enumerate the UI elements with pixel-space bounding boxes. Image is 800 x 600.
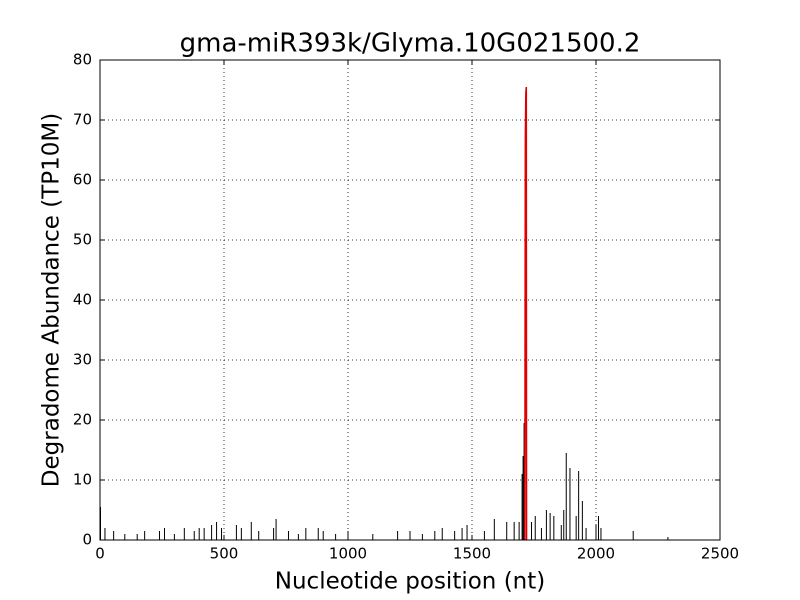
x-tick-label: 0: [95, 545, 105, 563]
x-tick-label: 1000: [329, 545, 367, 563]
y-axis-label: Degradome Abundance (TP10M): [39, 113, 65, 487]
x-tick-label: 1500: [453, 545, 491, 563]
x-tick-label: 2500: [701, 545, 739, 563]
y-tick-label: 0: [82, 531, 92, 549]
x-tick-label: 2000: [577, 545, 615, 563]
y-tick-label: 10: [73, 471, 92, 489]
y-tick-label: 50: [73, 231, 92, 249]
y-tick-label: 30: [73, 351, 92, 369]
y-tick-label: 60: [73, 171, 92, 189]
y-tick-label: 70: [73, 111, 92, 129]
y-tick-label: 20: [73, 411, 92, 429]
plot-frame: [99, 59, 721, 541]
y-tick-label: 80: [73, 51, 92, 69]
x-tick-label: 500: [210, 545, 239, 563]
x-axis-label: Nucleotide position (nt): [275, 569, 545, 595]
y-tick-label: 40: [73, 291, 92, 309]
line: [524, 86, 528, 541]
chart-title: gma-miR393k/Glyma.10G021500.2: [180, 29, 641, 59]
